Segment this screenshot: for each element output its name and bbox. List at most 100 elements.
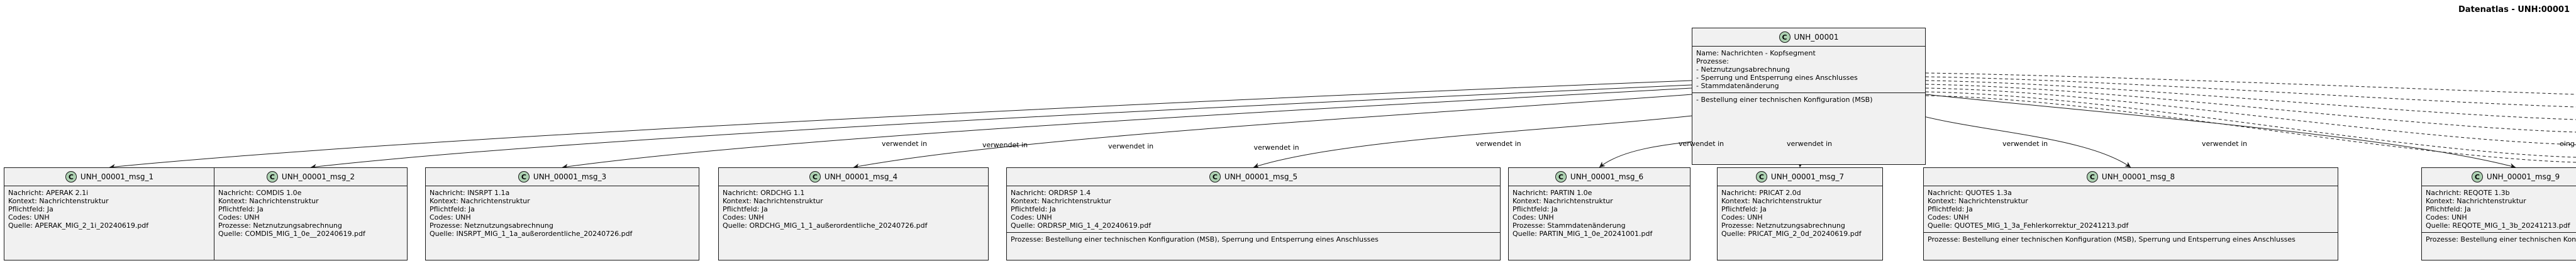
diagram-title: Datenatlas - UNH:00001 — [2458, 5, 2570, 14]
class-unh-00001-msg-5[interactable]: C UNH_00001_msg_5 Nachricht: ORDRSP 1.4 Kon… — [1006, 167, 1501, 260]
attr-line: Nachricht: PARTIN 1.0e — [1513, 189, 1592, 197]
attr-name: Name: Nachrichten - Kopfsegment — [1696, 49, 1816, 57]
attr-line: Prozesse: Netznutzungsabrechnung — [1721, 221, 1845, 230]
class-unh-00001-msg-4[interactable]: C UNH_00001_msg_4 Nachricht: ORDCHG 1.1 Kon… — [718, 167, 989, 260]
class-name: UNH_00001 — [1794, 32, 1839, 42]
method-prozesse: Prozesse: Bestellung einer technischen K… — [2426, 235, 2576, 243]
attr-line: Pflichtfeld: Ja — [1011, 205, 1056, 213]
attr-line: Codes: UNH — [8, 213, 50, 221]
class-icon: C — [65, 171, 77, 182]
class-name: UNH_00001_msg_1 — [80, 172, 154, 181]
attr-line: Codes: UNH — [430, 213, 471, 221]
attr-line: Pflichtfeld: Ja — [218, 205, 264, 213]
attr-line: Quelle: PARTIN_MIG_1_0e_20241001.pdf — [1513, 230, 1653, 238]
class-attributes: Name: Nachrichten - Kopfsegment Prozesse… — [1692, 47, 1925, 92]
attr-line: Quelle: ORDCHG_MIG_1_1_außerordentliche_… — [723, 221, 928, 230]
attr-prozesse-label: Prozesse: — [1696, 57, 1729, 65]
class-name: UNH_00001_msg_3 — [533, 172, 607, 181]
attr-line: Pflichtfeld: Ja — [723, 205, 768, 213]
class-name: UNH_00001_msg_9 — [2486, 172, 2560, 181]
class-name: UNH_00001_msg_6 — [1570, 172, 1644, 181]
method-prozesse: Prozesse: Bestellung einer technischen K… — [1011, 235, 1379, 243]
class-attributes: Nachricht: COMDIS 1.0e Kontext: Nachricht… — [214, 186, 407, 240]
method-prozess: Bestellung einer technischen Konfigurati… — [1696, 96, 1921, 104]
class-unh-00001-msg-8[interactable]: C UNH_00001_msg_8 Nachricht: QUOTES 1.3a Ko… — [1923, 167, 2338, 260]
attr-line: Kontext: Nachrichtenstruktur — [1721, 197, 1822, 205]
class-name: UNH_00001_msg_8 — [2101, 172, 2175, 181]
class-header: C UNH_00001_msg_1 — [4, 168, 214, 186]
class-unh-00001-msg-9[interactable]: C UNH_00001_msg_9 Nachricht: REQOTE 1.3b Ko… — [2421, 167, 2576, 260]
class-unh-00001-msg-3[interactable]: C UNH_00001_msg_3 Nachricht: INSRPT 1.1a Ko… — [425, 167, 699, 260]
class-methods: Prozesse: Bestellung einer technischen K… — [2422, 232, 2576, 246]
attr-line: Quelle: PRICAT_MIG_2_0d_20240619.pdf — [1721, 230, 1862, 238]
class-unh-00001-msg-7[interactable]: C UNH_00001_msg_7 Nachricht: PRICAT 2.0d Ko… — [1717, 167, 1883, 260]
attr-line: Pflichtfeld: Ja — [430, 205, 475, 213]
attr-line: Quelle: INSRPT_MIG_1_1a_außerordentliche… — [430, 230, 633, 238]
edge-dashed-offscreen — [1925, 87, 2576, 145]
attr-line: Kontext: Nachrichtenstruktur — [218, 197, 319, 205]
class-name: UNH_00001_msg_5 — [1224, 172, 1298, 181]
attr-line: Codes: UNH — [1513, 213, 1554, 221]
attr-line: Quelle: QUOTES_MIG_1_3a_Fehlerkorrektur_… — [1928, 221, 2129, 230]
class-header: C UNH_00001_msg_4 — [719, 168, 988, 186]
attr-line: Codes: UNH — [218, 213, 260, 221]
edge-label: verwendet in — [2202, 140, 2248, 148]
attr-line: Nachricht: QUOTES 1.3a — [1928, 189, 2012, 197]
class-icon: C — [809, 171, 821, 182]
class-unh-00001-msg-1[interactable]: C UNH_00001_msg_1 Nachricht: APERAK 2.1i Ko… — [4, 167, 215, 260]
class-methods: Prozesse: Bestellung einer technischen K… — [1924, 232, 2338, 246]
edge-to-unh-00001-msg-9 — [1925, 94, 2516, 169]
attr-line: Nachricht: INSRPT 1.1a — [430, 189, 510, 197]
class-name: UNH_00001_msg_2 — [281, 172, 355, 181]
edge-dashed-offscreen — [1925, 72, 2576, 95]
class-header: C UNH_00001_msg_2 — [214, 168, 407, 186]
class-attributes: Nachricht: ORDCHG 1.1 Kontext: Nachrichte… — [719, 186, 988, 232]
attr-line: Nachricht: PRICAT 2.0d — [1721, 189, 1801, 197]
attr-line: Codes: UNH — [2426, 213, 2467, 221]
class-icon: C — [266, 171, 278, 182]
class-icon: C — [1555, 171, 1567, 182]
edge-to-unh-00001-msg-3 — [562, 87, 1692, 170]
class-attributes: Nachricht: QUOTES 1.3a Kontext: Nachricht… — [1924, 186, 2338, 232]
class-attributes: Nachricht: ORDRSP 1.4 Kontext: Nachrichte… — [1007, 186, 1500, 232]
class-unh-00001-msg-2[interactable]: C UNH_00001_msg_2 Nachricht: COMDIS 1.0e Ko… — [214, 167, 408, 260]
edge-label: verwendet in — [1475, 140, 1521, 148]
class-header: C UNH_00001_msg_7 — [1718, 168, 1882, 186]
attr-line: Nachricht: ORDRSP 1.4 — [1011, 189, 1091, 197]
attr-line: Kontext: Nachrichtenstruktur — [8, 197, 109, 205]
class-header: C UNH_00001 — [1692, 28, 1925, 47]
class-header: C UNH_00001_msg_3 — [426, 168, 699, 186]
attr-line: Prozesse: Netznutzungsabrechnung — [430, 221, 553, 230]
edge-label: verwendet in — [1253, 143, 1299, 152]
attr-line: Codes: UNH — [1011, 213, 1052, 221]
class-unh-00001-msg-6[interactable]: C UNH_00001_msg_6 Nachricht: PARTIN 1.0e Ko… — [1508, 167, 1690, 260]
edge-label-partial: eing — [2560, 140, 2575, 148]
class-icon: C — [2471, 171, 2483, 182]
edge-label: verwendet in — [882, 140, 928, 148]
edge-dashed-offscreen — [1925, 95, 2576, 163]
attr-line: Kontext: Nachrichtenstruktur — [723, 197, 823, 205]
edge-label: verwendet in — [2002, 140, 2048, 148]
edge-to-unh-00001-msg-2 — [310, 84, 1692, 170]
attr-line: Kontext: Nachrichtenstruktur — [2426, 197, 2526, 205]
attr-line: Kontext: Nachrichtenstruktur — [1011, 197, 1111, 205]
attr-line: Codes: UNH — [723, 213, 764, 221]
attr-line: Nachricht: REQOTE 1.3b — [2426, 189, 2510, 197]
attr-line: Pflichtfeld: Ja — [1513, 205, 1558, 213]
method-prozesse: Prozesse: Bestellung einer technischen K… — [1928, 235, 2296, 243]
attr-line: Pflichtfeld: Ja — [8, 205, 53, 213]
attr-line: Nachricht: COMDIS 1.0e — [218, 189, 302, 197]
attr-line: Codes: UNH — [1721, 213, 1763, 221]
class-unh-00001[interactable]: C UNH_00001 Name: Nachrichten - Kopfsegm… — [1692, 28, 1926, 165]
attr-prozess: Sperrung und Entsperrung eines Anschluss… — [1696, 74, 1921, 82]
edge-label: verwendet in — [982, 141, 1028, 149]
attr-line: Nachricht: APERAK 2.1i — [8, 189, 89, 197]
attr-line: Prozesse: Netznutzungsabrechnung — [218, 221, 342, 230]
edge-dashed-offscreen — [1925, 80, 2576, 120]
class-name: UNH_00001_msg_4 — [824, 172, 898, 181]
class-icon: C — [1209, 171, 1221, 182]
class-attributes: Nachricht: PRICAT 2.0d Kontext: Nachricht… — [1718, 186, 1882, 240]
attr-line: Pflichtfeld: Ja — [1928, 205, 1973, 213]
attr-line: Prozesse: Stammdatenänderung — [1513, 221, 1626, 230]
